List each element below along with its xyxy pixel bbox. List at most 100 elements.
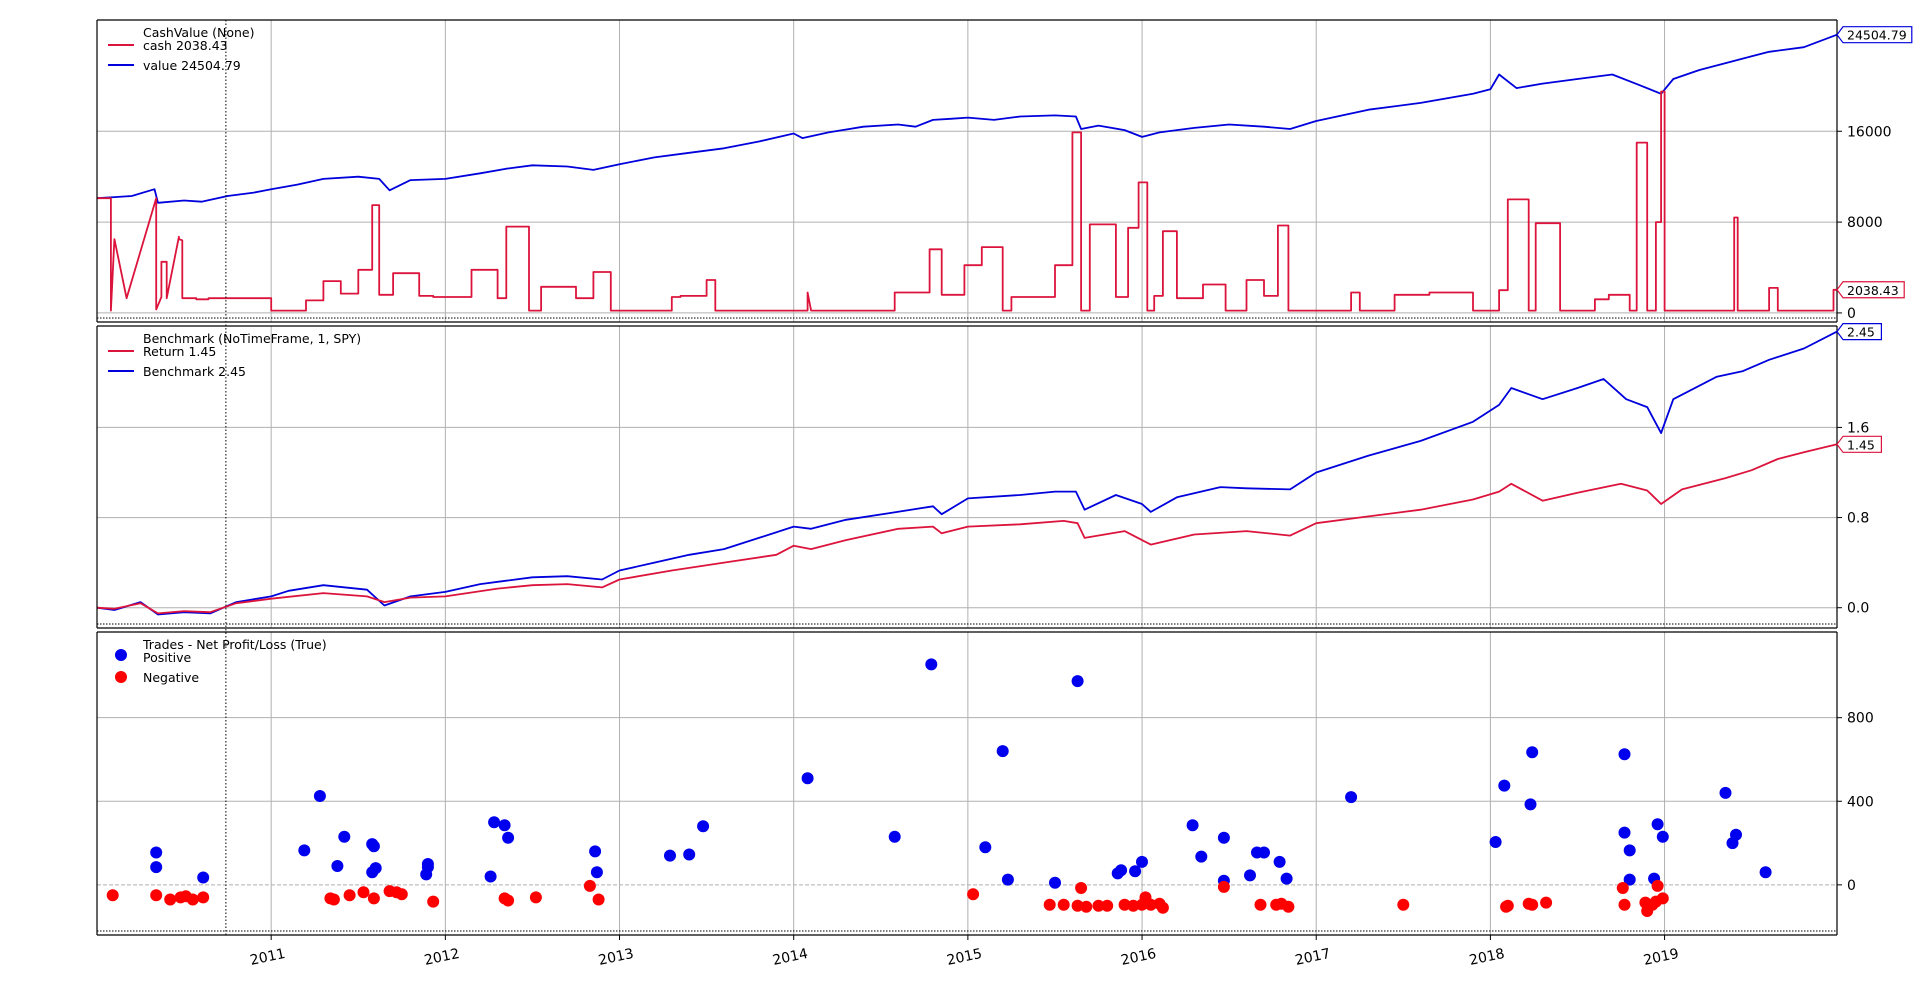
benchmark-lines bbox=[96, 330, 1838, 616]
trades-legend-title: Trades - Net Profit/Loss (True) bbox=[142, 637, 327, 652]
positive-trade-marker bbox=[1345, 791, 1358, 804]
y-tick-label: 400 bbox=[1847, 794, 1874, 810]
negative-trade-marker bbox=[327, 893, 340, 906]
x-tick-label: 2019 bbox=[1642, 946, 1680, 969]
cashvalue-y-axis: 0 8000 16000 bbox=[1837, 124, 1892, 322]
negative-trade-marker bbox=[1254, 898, 1267, 911]
positive-trade-marker bbox=[1186, 819, 1199, 832]
negative-trade-marker bbox=[395, 888, 408, 901]
negative-trade-marker bbox=[967, 888, 980, 901]
cash-legend-label: cash 2038.43 bbox=[143, 38, 228, 53]
cashvalue-axes-frame bbox=[96, 19, 1838, 323]
positive-trade-marker bbox=[1217, 831, 1230, 844]
positive-trade-marker bbox=[1489, 836, 1502, 848]
y-tick-label: 0 bbox=[1847, 306, 1856, 322]
x-tick-label: 2015 bbox=[945, 946, 983, 969]
value-line bbox=[96, 33, 1838, 204]
negative-trade-marker bbox=[1282, 900, 1295, 913]
svg-text:1.45: 1.45 bbox=[1847, 437, 1875, 452]
x-tick-label: 2014 bbox=[771, 946, 809, 969]
negative-trade-marker bbox=[1127, 899, 1140, 912]
positive-legend-marker bbox=[115, 649, 127, 661]
trades-y-axis: 0 400 800 bbox=[1837, 711, 1874, 894]
positive-trade-marker bbox=[150, 861, 163, 874]
benchmark-value-tags: 2.45 1.45 bbox=[1836, 323, 1882, 453]
negative-trade-marker bbox=[1101, 899, 1114, 912]
positive-trade-marker bbox=[1618, 826, 1631, 839]
negative-trade-marker bbox=[1144, 898, 1157, 911]
negative-trade-marker bbox=[1057, 898, 1070, 911]
positive-trade-marker bbox=[1115, 864, 1128, 877]
return-line bbox=[96, 443, 1838, 615]
negative-trade-marker bbox=[529, 891, 542, 904]
negative-trade-marker bbox=[186, 893, 199, 906]
negative-trade-marker bbox=[106, 889, 119, 902]
negative-trade-marker bbox=[1540, 896, 1553, 909]
positive-trade-marker bbox=[1618, 748, 1631, 761]
cashvalue-legend-title: CashValue (None) bbox=[143, 25, 255, 40]
benchmark-legend-label: Benchmark 2.45 bbox=[143, 364, 246, 379]
benchmark-axes-frame bbox=[96, 325, 1838, 629]
positive-trade-marker bbox=[488, 816, 501, 829]
positive-trade-marker bbox=[589, 845, 602, 858]
positive-trade-marker bbox=[367, 840, 380, 853]
negative-trade-marker bbox=[583, 879, 596, 892]
positive-trade-marker bbox=[979, 841, 992, 854]
negative-trade-marker bbox=[502, 894, 515, 907]
svg-text:2.45: 2.45 bbox=[1847, 325, 1875, 340]
negative-trade-marker bbox=[1071, 899, 1084, 912]
negative-trade-marker bbox=[1616, 882, 1629, 894]
benchmark-y-axis: 0.0 0.8 1.6 bbox=[1837, 420, 1869, 617]
last-value-tag: 1.45 bbox=[1836, 435, 1882, 453]
positive-trade-marker bbox=[697, 820, 710, 833]
negative-trade-marker bbox=[367, 892, 380, 905]
y-tick-label: 0.8 bbox=[1847, 511, 1869, 527]
positive-trade-marker bbox=[421, 858, 434, 870]
negative-trade-marker bbox=[1501, 899, 1514, 912]
x-tick-label: 2012 bbox=[423, 946, 461, 969]
negative-trade-marker bbox=[427, 895, 440, 908]
y-tick-label: 800 bbox=[1847, 711, 1874, 727]
positive-trade-marker bbox=[1623, 873, 1636, 886]
cashvalue-lines bbox=[96, 33, 1838, 312]
positive-trade-marker bbox=[502, 831, 515, 844]
y-tick-label: 16000 bbox=[1847, 124, 1892, 140]
negative-trade-marker bbox=[1217, 880, 1230, 893]
y-tick-label: 8000 bbox=[1847, 215, 1883, 231]
positive-trade-marker bbox=[1244, 869, 1256, 882]
trades-markers bbox=[106, 658, 1772, 917]
y-tick-label: 1.6 bbox=[1847, 420, 1869, 436]
negative-trade-marker bbox=[164, 893, 177, 906]
positive-trade-marker bbox=[1759, 866, 1772, 879]
positive-trade-marker bbox=[1730, 828, 1742, 841]
positive-trade-marker bbox=[1136, 855, 1148, 868]
positive-trade-marker bbox=[298, 844, 311, 857]
positive-trade-marker bbox=[1049, 876, 1061, 889]
x-tick-label: 2018 bbox=[1468, 946, 1506, 969]
svg-text:2038.43: 2038.43 bbox=[1847, 283, 1899, 298]
benchmark-legend-title: Benchmark (NoTimeFrame, 1, SPY) bbox=[143, 331, 361, 346]
negative-trade-marker bbox=[1397, 898, 1410, 911]
negative-legend-label: Negative bbox=[143, 670, 199, 685]
benchmark-line bbox=[96, 330, 1838, 616]
negative-legend-marker bbox=[115, 671, 127, 683]
negative-trade-marker bbox=[1618, 898, 1631, 911]
x-tick-label: 2011 bbox=[249, 946, 287, 969]
positive-trade-marker bbox=[1280, 872, 1293, 885]
return-legend-label: Return 1.45 bbox=[143, 344, 216, 359]
benchmark-grid bbox=[97, 326, 1837, 628]
negative-trade-marker bbox=[357, 886, 370, 899]
trades-legend: Trades - Net Profit/Loss (True) Positive… bbox=[115, 637, 327, 685]
benchmark-panel: 0.0 0.8 1.6 2.45 1.45 Benchmark (NoTimeFram… bbox=[96, 323, 1882, 629]
trades-panel: 0 400 800 Trades - Net Profit/Loss (True) … bbox=[96, 631, 1874, 936]
positive-trade-marker bbox=[925, 658, 938, 671]
negative-trade-marker bbox=[1118, 898, 1131, 911]
last-value-tag: 24504.79 bbox=[1836, 26, 1913, 44]
positive-trade-marker bbox=[338, 830, 351, 843]
positive-trade-marker bbox=[1195, 850, 1208, 863]
positive-trade-marker bbox=[1129, 865, 1142, 878]
last-value-tag: 2.45 bbox=[1836, 323, 1882, 341]
positive-trade-marker bbox=[498, 819, 511, 832]
positive-trade-marker bbox=[1273, 855, 1286, 868]
